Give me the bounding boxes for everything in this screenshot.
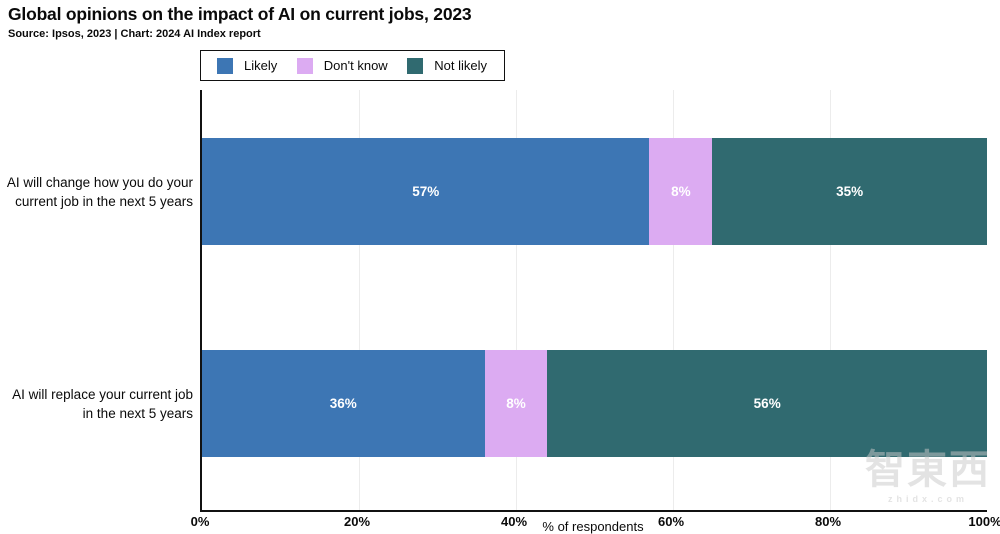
bar-value-label: 36% [329, 396, 357, 411]
bar-value-label: 56% [753, 396, 781, 411]
legend-item-don-t-know: Don't know [296, 57, 388, 74]
category-label-line: AI will change how you do your [6, 174, 193, 190]
gridline [673, 90, 674, 510]
legend: Likely Don't know Not likely [200, 50, 505, 81]
bar-segment-don-t-know: 8% [649, 138, 713, 245]
legend-label: Not likely [434, 58, 487, 73]
bar-row: 57% 8% 35% [202, 138, 987, 245]
category-label: AI will replace your current job in the n… [0, 385, 193, 423]
legend-swatch-icon [407, 57, 424, 74]
x-tick-label: 60% [657, 514, 685, 529]
x-tick-label: 20% [343, 514, 371, 529]
x-tick-label: 80% [814, 514, 842, 529]
gridline [830, 90, 831, 510]
chart-title: Global opinions on the impact of AI on c… [8, 4, 472, 24]
x-tick-label: 40% [500, 514, 528, 529]
gridline [359, 90, 360, 510]
bar-row: 36% 8% 56% [202, 350, 987, 457]
bar-value-label: 57% [412, 184, 440, 199]
chart-subtitle: Source: Ipsos, 2023 | Chart: 2024 AI Ind… [8, 28, 261, 40]
bar-value-label: 8% [671, 184, 691, 199]
bar-segment-likely: 57% [202, 138, 650, 245]
bar-segment-don-t-know: 8% [484, 350, 548, 457]
bar-segment-likely: 36% [202, 350, 485, 457]
category-label-line: AI will replace your current job [12, 386, 193, 402]
legend-swatch-icon [217, 57, 233, 74]
x-axis-title: % of respondents [542, 519, 644, 534]
x-tick-label: 100% [968, 514, 1000, 529]
x-tick-label: 0% [190, 514, 210, 529]
legend-item-likely: Likely [217, 57, 278, 74]
legend-label: Likely [244, 58, 278, 73]
bar-value-label: 35% [836, 184, 864, 199]
category-label-line: in the next 5 years [82, 405, 193, 421]
bar-segment-not-likely: 56% [547, 350, 987, 457]
category-label-line: current job in the next 5 years [15, 193, 193, 209]
category-label: AI will change how you do your current jo… [0, 173, 193, 211]
gridline [516, 90, 517, 510]
legend-label: Don't know [323, 58, 388, 73]
bar-segment-not-likely: 35% [712, 138, 987, 245]
legend-swatch-icon [296, 57, 313, 74]
legend-item-not-likely: Not likely [407, 57, 487, 74]
plot-area: 57% 8% 35% 36% 8% 56% [200, 90, 987, 512]
bar-value-label: 8% [506, 396, 526, 411]
